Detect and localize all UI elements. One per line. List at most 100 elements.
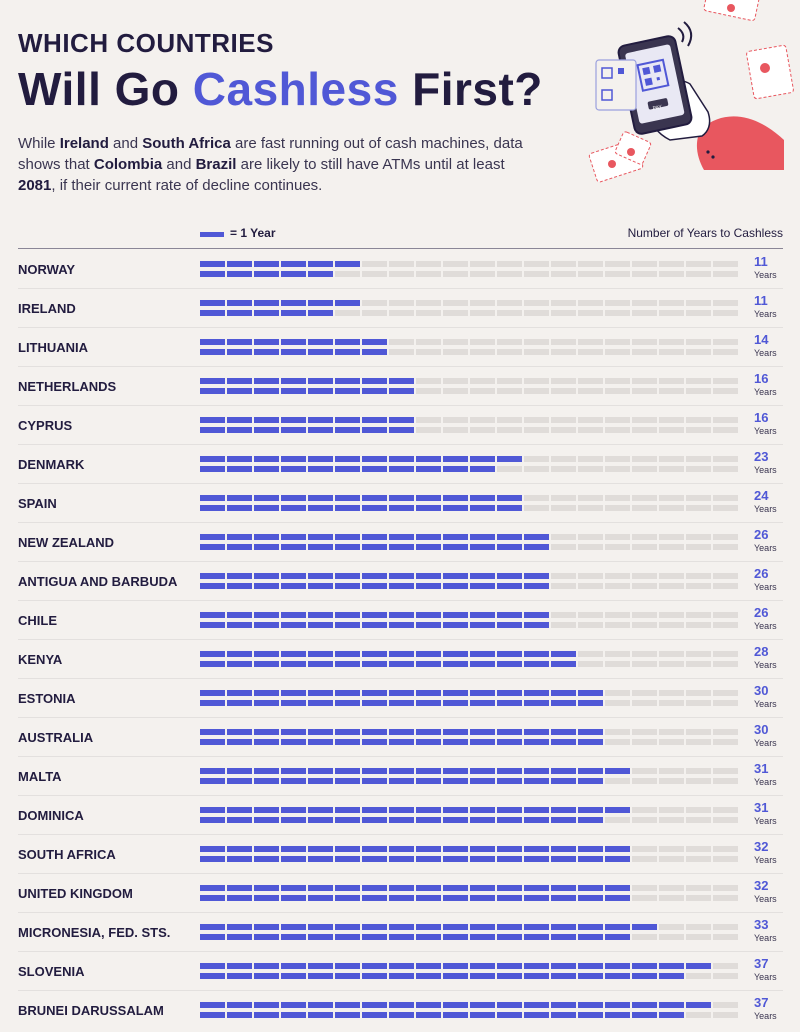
bar-segment <box>443 1012 468 1018</box>
bar-segment <box>497 1012 522 1018</box>
track-segment <box>659 456 684 462</box>
bar-segment <box>551 963 576 969</box>
value-label: 31 Years <box>754 762 784 788</box>
chart-row: NETHERLANDS 16 Years <box>18 367 783 406</box>
bar-segment <box>200 846 225 852</box>
bar-segment <box>254 271 279 277</box>
track-segment <box>551 427 576 433</box>
bar-segment <box>524 534 549 540</box>
value-unit: Years <box>754 270 777 280</box>
track-segment <box>578 271 603 277</box>
value-label: 24 Years <box>754 489 784 515</box>
track-segment <box>497 388 522 394</box>
bar-segment <box>443 651 468 657</box>
bar-segment <box>308 973 333 979</box>
bar-segment <box>335 895 360 901</box>
bar-segment <box>227 417 252 423</box>
bar-segment <box>254 817 279 823</box>
bar-segment <box>470 583 495 589</box>
bar-segment <box>200 612 225 618</box>
bar-segment <box>335 778 360 784</box>
bar-segment <box>389 1012 414 1018</box>
bar-segment <box>632 1012 657 1018</box>
bar-segment <box>308 768 333 774</box>
bar-segment <box>470 505 495 511</box>
track-segment <box>551 495 576 501</box>
track-segment <box>605 495 630 501</box>
value-label: 23 Years <box>754 450 784 476</box>
track-segment <box>713 934 738 940</box>
bar-segment <box>200 388 225 394</box>
bar-segment <box>281 973 306 979</box>
bar-segment <box>308 924 333 930</box>
bar-segment <box>443 612 468 618</box>
bar-segment <box>389 885 414 891</box>
bar-segment <box>578 973 603 979</box>
bar-segment <box>200 417 225 423</box>
value-label: 26 Years <box>754 567 784 593</box>
bar-segment <box>605 846 630 852</box>
bar-segment <box>335 1002 360 1008</box>
track-segment <box>686 612 711 618</box>
bar-segment <box>470 885 495 891</box>
bar-segment <box>443 466 468 472</box>
category-label: AUSTRALIA <box>18 730 94 745</box>
track-segment <box>713 885 738 891</box>
bar-segment <box>416 934 441 940</box>
value-label: 37 Years <box>754 996 784 1022</box>
bar-segment <box>524 661 549 667</box>
bar-segment <box>281 466 306 472</box>
bar-segment <box>362 466 387 472</box>
bar-segment <box>497 778 522 784</box>
track-segment <box>470 271 495 277</box>
track-segment <box>713 963 738 969</box>
track-segment <box>713 1012 738 1018</box>
bar-segment <box>308 1012 333 1018</box>
bar-segment <box>281 583 306 589</box>
bar-segment <box>227 261 252 267</box>
track-segment <box>659 349 684 355</box>
bar-segment <box>335 573 360 579</box>
bar-segment <box>578 924 603 930</box>
bar-segment <box>227 612 252 618</box>
bar-segment <box>362 427 387 433</box>
bar-segment <box>308 534 333 540</box>
track-segment <box>686 846 711 852</box>
bar-segment <box>389 466 414 472</box>
track-segment <box>605 651 630 657</box>
track-segment <box>659 612 684 618</box>
bar-segment <box>335 583 360 589</box>
bar-segment <box>308 846 333 852</box>
bar-segment <box>281 339 306 345</box>
bar-segment <box>605 768 630 774</box>
category-label: ANTIGUA AND BARBUDA <box>18 574 178 589</box>
bar-segment <box>497 739 522 745</box>
bar-segment <box>470 1002 495 1008</box>
bar-track <box>200 651 738 667</box>
bar-segment <box>227 300 252 306</box>
track-segment <box>443 300 468 306</box>
bar-segment <box>254 544 279 550</box>
bar-segment <box>524 729 549 735</box>
bar-segment <box>389 963 414 969</box>
bar-segment <box>470 622 495 628</box>
track-segment <box>713 895 738 901</box>
bar-segment <box>443 534 468 540</box>
track-segment <box>713 417 738 423</box>
track-segment <box>659 339 684 345</box>
bar-segment <box>362 729 387 735</box>
bar-segment <box>254 466 279 472</box>
track-segment <box>686 661 711 667</box>
bar-segment <box>227 700 252 706</box>
track-segment <box>632 622 657 628</box>
bar-segment <box>470 973 495 979</box>
bar-segment <box>362 1002 387 1008</box>
bar-segment <box>227 583 252 589</box>
bar-segment <box>362 534 387 540</box>
bar-segment <box>308 661 333 667</box>
bar-segment <box>389 924 414 930</box>
track-segment <box>632 505 657 511</box>
bar-segment <box>362 495 387 501</box>
bar-segment <box>362 661 387 667</box>
bar-segment <box>335 739 360 745</box>
